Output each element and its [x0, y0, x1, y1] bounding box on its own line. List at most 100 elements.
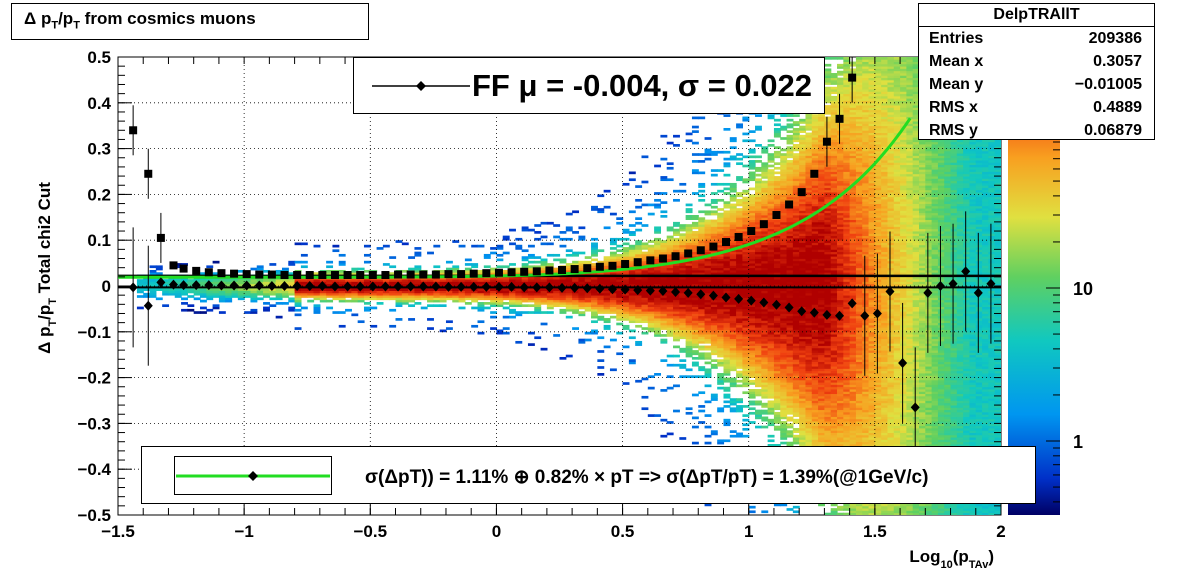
sigma-point [583, 264, 592, 273]
mean-point [923, 287, 933, 298]
mean-point [708, 290, 718, 301]
stats-row-rms-y: RMS y 0.06879 [929, 122, 1142, 139]
sigma-point [658, 254, 667, 263]
mean-point [696, 289, 706, 300]
mean-point [469, 281, 479, 292]
sigma-point [318, 271, 327, 280]
sigma-point [469, 269, 478, 278]
mean-point [544, 282, 554, 293]
mean-point [169, 279, 179, 290]
mean-point [507, 281, 517, 292]
mean-point [734, 293, 744, 304]
mean-point [156, 277, 166, 288]
sigma-point [759, 220, 768, 229]
mean-point [872, 308, 882, 319]
mean-point [254, 280, 264, 291]
mean-point [771, 299, 781, 310]
sigma-point [494, 268, 503, 277]
mean-point [330, 281, 340, 292]
mean-point [179, 280, 189, 291]
mean-point [393, 281, 403, 292]
mean-point [582, 283, 592, 294]
z-tick-label: 10 [1073, 279, 1093, 299]
sigma-point [305, 271, 314, 280]
sigma-point [822, 137, 831, 146]
sigma-point [230, 269, 239, 278]
mean-point [143, 300, 153, 311]
mean-point [885, 286, 895, 297]
mean-point [910, 402, 920, 413]
sigma-point [169, 261, 178, 270]
x-tick-label: 1.5 [863, 522, 887, 541]
mean-point [229, 280, 239, 291]
stats-box: DelpTRAllT Entries 209386 Mean x 0.3057 Me… [918, 3, 1155, 140]
legend-fit-symbol [372, 81, 470, 91]
legend-resolution-symbol [174, 456, 332, 495]
mean-point [431, 281, 441, 292]
sigma-point [368, 271, 377, 280]
y-tick-label: 0.1 [87, 231, 111, 250]
x-tick-label: 2 [996, 522, 1005, 541]
z-tick-label: 1 [1073, 432, 1083, 452]
mean-point [494, 281, 504, 292]
sigma-point [545, 266, 554, 275]
legend-resolution: σ(ΔpT)) = 1.11% ⊕ 0.82% × pT => σ(ΔpT/pT… [141, 446, 1036, 504]
sigma-point [394, 270, 403, 279]
sigma-point [558, 265, 567, 274]
x-tick-label: −0.5 [354, 522, 388, 541]
mean-point [671, 286, 681, 297]
mean-point [607, 284, 617, 295]
sigma-point [444, 270, 453, 279]
sigma-point [293, 271, 302, 280]
stats-name: DelpTRAllT [919, 4, 1154, 27]
mean-point [557, 282, 567, 293]
stats-row-rms-x: RMS x 0.4889 [929, 99, 1142, 116]
x-tick-label: 0.5 [611, 522, 635, 541]
colorbar-axis: 1 10 [1046, 141, 1093, 503]
mean-point [822, 309, 832, 320]
mean-point [242, 280, 252, 291]
sigma-point [192, 266, 201, 275]
x-tick-label: −1.5 [101, 522, 135, 541]
mean-point [456, 281, 466, 292]
y-tick-label: −0.5 [77, 506, 111, 525]
sigma-point [671, 252, 680, 261]
mean-point [406, 281, 416, 292]
y-tick-label: 0.3 [87, 140, 111, 159]
y-tick-label: 0.5 [87, 48, 111, 67]
sigma-point [532, 267, 541, 276]
mean-point [784, 302, 794, 313]
sigma-point [797, 188, 806, 197]
x-tick-label: 0 [492, 522, 501, 541]
mean-point [948, 278, 958, 289]
mean-point [935, 281, 945, 291]
mean-point [380, 281, 390, 292]
mean-point [355, 281, 365, 292]
sigma-point [419, 270, 428, 279]
legend-fit-text: FF μ = -0.004, σ = 0.022 [472, 68, 813, 103]
sigma-point [280, 271, 289, 280]
mean-point [595, 283, 605, 294]
y-tick-label: −0.2 [77, 369, 111, 388]
mean-point [860, 310, 870, 321]
mean-point [443, 281, 453, 292]
sigma-point [646, 256, 655, 265]
mean-point [898, 357, 908, 368]
mean-point [280, 281, 290, 291]
sigma-point [621, 260, 630, 269]
y-tick-label: −0.3 [77, 414, 111, 433]
mean-point [191, 280, 201, 291]
legend-resolution-text: σ(ΔpT)) = 1.11% ⊕ 0.82% × pT => σ(ΔpT/pT… [365, 467, 929, 488]
mean-point [305, 281, 315, 291]
sigma-point [343, 271, 352, 280]
stats-row-mean-y: Mean y −0.01005 [929, 76, 1142, 93]
sigma-point [709, 242, 718, 251]
sigma-point [179, 264, 188, 273]
sigma-point [330, 271, 339, 280]
mean-point [847, 298, 857, 309]
sigma-point [156, 233, 165, 242]
sigma-point [242, 270, 251, 279]
sigma-point [747, 227, 756, 236]
sigma-point [595, 262, 604, 271]
